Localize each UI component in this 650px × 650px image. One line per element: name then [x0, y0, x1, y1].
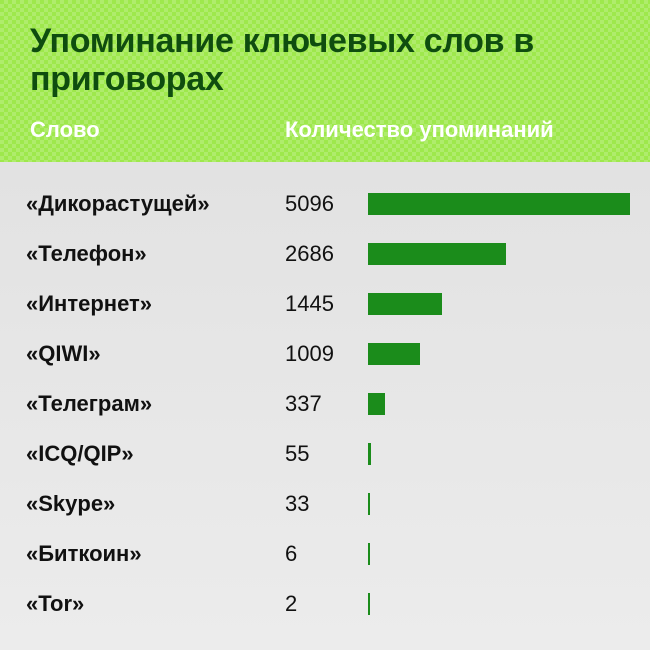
category-label: «Телеграм»: [26, 391, 153, 416]
chart-title: Упоминание ключевых слов в приговорах: [30, 22, 534, 98]
category-label: «Интернет»: [26, 291, 153, 316]
value-label: 1009: [285, 341, 334, 366]
category-label: «Skype»: [26, 491, 116, 516]
bar: [368, 593, 370, 615]
bar: [368, 243, 506, 265]
header-panel: Упоминание ключевых слов в приговорах Сл…: [0, 0, 650, 162]
bar: [368, 343, 420, 365]
bar: [368, 193, 630, 215]
value-label: 5096: [285, 191, 334, 216]
column-header-word: Слово: [30, 117, 100, 142]
bar: [368, 393, 385, 415]
category-label: «Tor»: [26, 591, 85, 616]
category-label: «ICQ/QIP»: [26, 441, 134, 466]
value-label: 33: [285, 491, 310, 516]
value-label: 1445: [285, 291, 334, 316]
value-label: 337: [285, 391, 322, 416]
category-label: «QIWI»: [26, 341, 101, 366]
value-label: 2686: [285, 241, 334, 266]
bar: [368, 493, 370, 515]
column-header-count: Количество упоминаний: [285, 117, 554, 142]
value-label: 55: [285, 441, 310, 466]
category-label: «Дикорастущей»: [26, 191, 210, 216]
bar: [368, 443, 371, 465]
value-label: 6: [285, 541, 298, 566]
bar: [368, 293, 442, 315]
chart-body: [0, 162, 650, 650]
bar: [368, 543, 370, 565]
value-label: 2: [285, 591, 298, 616]
category-label: «Телефон»: [26, 241, 147, 266]
category-label: «Биткоин»: [26, 541, 142, 566]
